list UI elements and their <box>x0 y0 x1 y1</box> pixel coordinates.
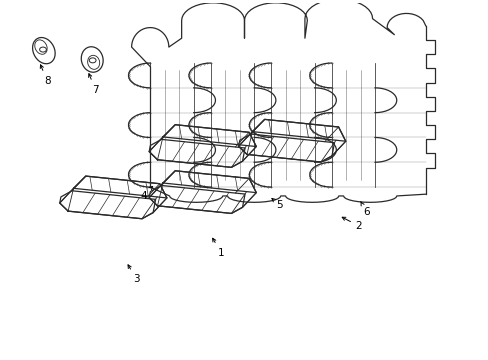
Text: 6: 6 <box>360 202 369 217</box>
Text: 8: 8 <box>40 65 50 86</box>
Text: 1: 1 <box>212 238 224 258</box>
Text: 2: 2 <box>342 217 362 231</box>
Text: 3: 3 <box>128 265 140 284</box>
Text: 4: 4 <box>140 186 152 201</box>
Text: 7: 7 <box>88 74 99 95</box>
Text: 5: 5 <box>271 198 282 210</box>
